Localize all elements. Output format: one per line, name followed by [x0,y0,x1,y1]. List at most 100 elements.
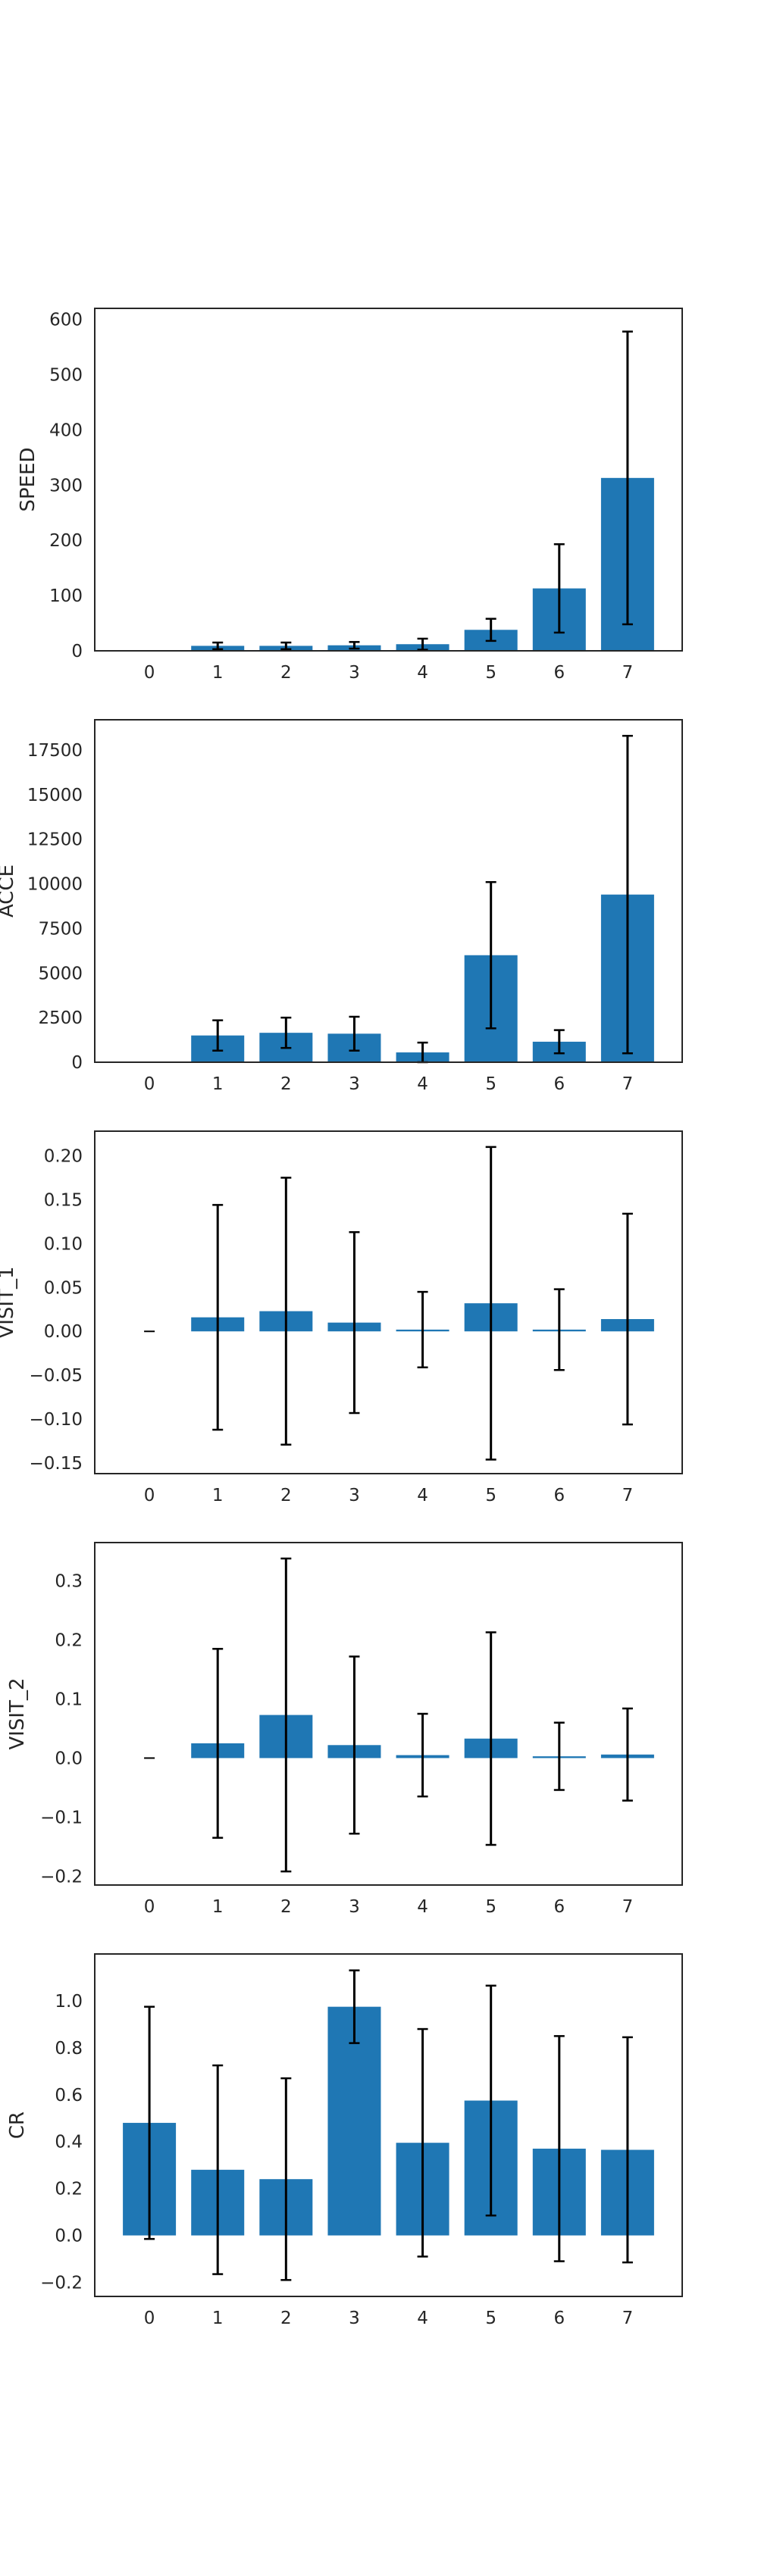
y-tick-label: 0.1 [55,1690,83,1710]
error-bar-2 [280,1016,292,1049]
y-tick-label: 300 [49,476,83,496]
y-tick-label: 5000 [38,964,83,983]
subplot-acce: 0 1 2 3 4 5 6 7 0 2500 5000 7500 10000 12500 15000 1750… [0,719,683,1094]
x-tick-label: 4 [417,2309,428,2328]
x-tick-label: 0 [144,1486,155,1505]
y-tick-label: 17500 [27,741,83,761]
axes-frame [94,1130,683,1474]
x-tick-label: 1 [212,1074,224,1094]
x-tick-label: 4 [417,663,428,683]
error-bar-0 [144,2005,155,2240]
error-bar-5 [485,1984,496,2217]
x-tick-label: 0 [144,1897,155,1917]
x-tick-label: 4 [417,1074,428,1094]
x-tick-label: 5 [485,1897,496,1917]
x-tick-label: 7 [622,1897,634,1917]
y-tick-label: −0.2 [40,1867,83,1887]
error-bar-6 [553,1721,565,1791]
y-tick-label: 1.0 [55,1992,83,2012]
error-bar-4 [417,1712,428,1798]
error-bar-3 [349,1655,360,1835]
y-tick-label: 0.05 [44,1278,83,1298]
x-tick-label: 1 [212,663,224,683]
y-tick-label: 2500 [38,1008,83,1028]
x-tick-label: 6 [553,1074,565,1094]
y-axis-label: ACCE [0,864,18,918]
y-tick-label: 0.0 [55,2227,83,2246]
y-tick-label: 400 [49,420,83,440]
axes-frame [94,1542,683,1886]
y-tick-label: 7500 [38,919,83,939]
error-bar-1 [212,1019,224,1052]
error-bar-2 [280,1177,292,1446]
y-tick-label: 0.8 [55,2039,83,2059]
y-tick-label: 200 [49,531,83,551]
y-tick-label: 500 [49,365,83,385]
x-tick-label: 5 [485,2309,496,2328]
y-tick-label: −0.2 [40,2273,83,2293]
error-bar-6 [553,1288,565,1371]
error-bar-2 [280,1557,292,1873]
x-tick-label: 6 [553,1486,565,1505]
x-tick-label: 6 [553,1897,565,1917]
bar-3 [327,2006,381,2236]
x-tick-label: 5 [485,1486,496,1505]
y-tick-label: 0 [71,642,83,661]
y-tick-label: 600 [49,311,83,330]
error-bar-2 [280,641,292,651]
error-bar-1 [212,1648,224,1839]
x-tick-label: 6 [553,2309,565,2328]
y-axis-label: CR [6,2112,29,2139]
error-bar-1 [212,1204,224,1431]
error-bar-3 [349,1969,360,2044]
y-axis-label: VISIT_1 [0,1266,18,1338]
error-bar-5 [485,617,496,642]
x-tick-label: 1 [212,1486,224,1505]
y-tick-label: −0.05 [30,1366,83,1386]
axes-frame [94,308,683,652]
y-tick-label: 0.0 [55,1749,83,1768]
y-tick-label: −0.10 [30,1410,83,1430]
error-bar-6 [553,2035,565,2262]
error-bar-5 [485,1631,496,1846]
x-tick-label: 0 [144,1074,155,1094]
x-tick-label: 3 [349,663,360,683]
error-bar-1 [212,2064,224,2275]
x-tick-label: 3 [349,1486,360,1505]
y-tick-label: −0.1 [40,1808,83,1827]
x-tick-label: 1 [212,1897,224,1917]
y-tick-label: 0 [71,1053,83,1073]
y-tick-label: 0.3 [55,1572,83,1592]
error-bar-3 [349,1015,360,1052]
y-tick-label: 0.2 [55,2180,83,2199]
x-tick-label: 5 [485,1074,496,1094]
x-tick-label: 4 [417,1486,428,1505]
x-tick-label: 3 [349,1897,360,1917]
subplot-cr: 0 1 2 3 4 5 6 7 −0.2 0.0 0.2 0.4 0.6 0.8 1.0 CR [6,1953,683,2328]
error-bar-7 [622,2036,633,2264]
x-tick-label: 7 [622,663,634,683]
error-bar-7 [622,734,633,1055]
error-bar-7 [622,330,633,626]
axes-frame [94,719,683,1063]
x-tick-label: 7 [622,1074,634,1094]
error-bar-4 [417,2027,428,2258]
y-axis-label: VISIT_2 [6,1677,29,1749]
x-tick-label: 7 [622,1486,634,1505]
subplot-visit-2: 0 1 2 3 4 5 6 7 −0.2 −0.1 0.0 0.1 0.2 0.3 VISIT_2 [6,1542,683,1917]
x-tick-label: 6 [553,663,565,683]
error-bar-1 [212,641,224,651]
y-tick-label: 0.15 [44,1190,83,1210]
error-bar-4 [417,637,428,651]
error-bar-5 [485,1146,496,1461]
y-tick-label: 0.00 [44,1322,83,1342]
error-bar-7 [622,1707,633,1802]
error-bar-3 [349,1231,360,1415]
error-bar-6 [553,543,565,634]
error-bar-2 [280,2077,292,2281]
error-bar-4 [417,1290,428,1369]
y-tick-label: 0.6 [55,2086,83,2106]
y-tick-label: 0.4 [55,2133,83,2152]
